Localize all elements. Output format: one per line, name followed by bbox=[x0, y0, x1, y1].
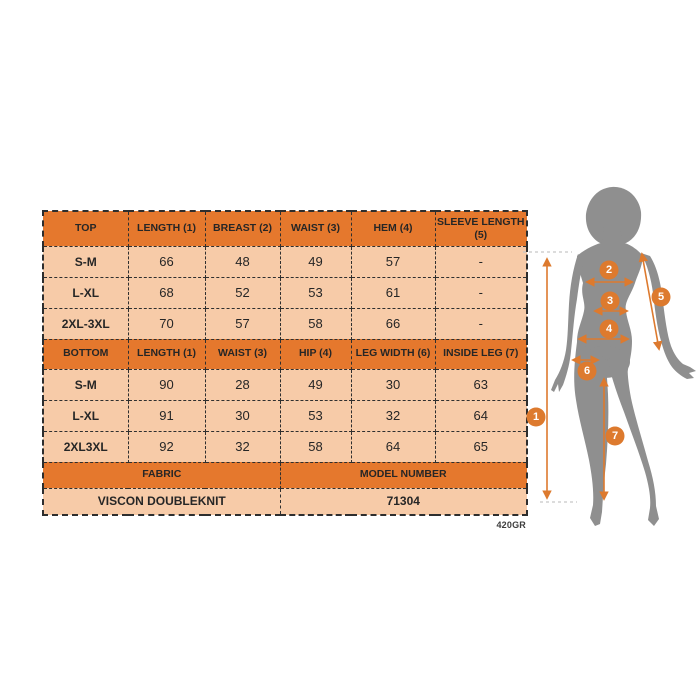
top-row-2xl3xl: 2XL-3XL 70 57 58 66 - bbox=[42, 307, 528, 340]
value-cell: 70 bbox=[127, 307, 206, 340]
value-cell: 90 bbox=[127, 368, 206, 401]
size-cell: L-XL bbox=[42, 276, 129, 309]
bottom-row-lxl: L-XL 91 30 53 32 64 bbox=[42, 399, 528, 432]
marker-label-1: 1 bbox=[533, 411, 539, 423]
value-cell: 91 bbox=[127, 399, 206, 432]
value-cell: 53 bbox=[279, 399, 352, 432]
marker-label-3: 3 bbox=[607, 295, 613, 307]
header-legwidth-6: LEG WIDTH (6) bbox=[350, 338, 436, 370]
size-cell: 2XL3XL bbox=[42, 430, 129, 463]
measurement-arrows bbox=[542, 252, 663, 501]
marker-label-7: 7 bbox=[612, 430, 618, 442]
fabric-value: VISCON DOUBLEKNIT bbox=[42, 487, 281, 516]
value-cell: 68 bbox=[127, 276, 206, 309]
header-insideleg-7: INSIDE LEG (7) bbox=[434, 338, 528, 370]
marker-label-5: 5 bbox=[658, 291, 664, 303]
size-figure-svg: 1 2 3 4 5 6 7 bbox=[523, 186, 696, 526]
value-cell: 30 bbox=[350, 368, 436, 401]
marker-label-2: 2 bbox=[606, 264, 612, 276]
female-figure-silhouette bbox=[551, 186, 696, 526]
value-cell: 92 bbox=[127, 430, 206, 463]
marker-circle-3 bbox=[600, 291, 620, 311]
value-cell: 57 bbox=[350, 245, 436, 278]
marker-circle-6 bbox=[577, 361, 597, 381]
header-length-1: LENGTH (1) bbox=[127, 338, 206, 370]
header-waist-3: WAIST (3) bbox=[279, 210, 352, 247]
model-number-value: 71304 bbox=[279, 487, 528, 516]
weight-footnote: 420GR bbox=[496, 520, 526, 530]
value-cell: 64 bbox=[350, 430, 436, 463]
value-cell: 64 bbox=[434, 399, 528, 432]
header-model-number: MODEL NUMBER bbox=[279, 461, 528, 489]
value-cell: 49 bbox=[279, 245, 352, 278]
header-waist-3: WAIST (3) bbox=[204, 338, 281, 370]
right-arm-shape bbox=[641, 253, 696, 379]
top-row-lxl: L-XL 68 52 53 61 - bbox=[42, 276, 528, 309]
value-cell: 57 bbox=[204, 307, 281, 340]
bottom-row-2xl3xl: 2XL3XL 92 32 58 64 65 bbox=[42, 430, 528, 463]
header-hem-4: HEM (4) bbox=[350, 210, 436, 247]
measurement-figure: 1 2 3 4 5 6 7 bbox=[520, 180, 700, 540]
hair-shape bbox=[585, 186, 642, 243]
left-arm-shape bbox=[551, 254, 584, 392]
marker-badges: 1 2 3 4 5 6 7 bbox=[526, 260, 671, 446]
marker-circle-5 bbox=[651, 287, 671, 307]
bottom-row-sm: S-M 90 28 49 30 63 bbox=[42, 368, 528, 401]
value-cell: - bbox=[434, 245, 528, 278]
size-cell: 2XL-3XL bbox=[42, 307, 129, 340]
info-header-row: FABRIC MODEL NUMBER bbox=[42, 461, 528, 489]
header-length-1: LENGTH (1) bbox=[127, 210, 206, 247]
marker-circle-7 bbox=[605, 426, 625, 446]
header-fabric: FABRIC bbox=[42, 461, 281, 489]
size-cell: L-XL bbox=[42, 399, 129, 432]
top-header-row: TOP LENGTH (1) BREAST (2) WAIST (3) HEM … bbox=[42, 210, 528, 247]
value-cell: 53 bbox=[279, 276, 352, 309]
value-cell: 66 bbox=[350, 307, 436, 340]
value-cell: 28 bbox=[204, 368, 281, 401]
info-value-row: VISCON DOUBLEKNIT 71304 bbox=[42, 487, 528, 516]
size-cell: S-M bbox=[42, 368, 129, 401]
value-cell: 58 bbox=[279, 430, 352, 463]
header-hip-4: HIP (4) bbox=[279, 338, 352, 370]
measure-arrow-sleeve-5 bbox=[638, 252, 663, 351]
header-sleeve-5: SLEEVE LENGTH (5) bbox=[434, 210, 528, 247]
right-leg-shape bbox=[607, 358, 659, 526]
value-cell: 30 bbox=[204, 399, 281, 432]
marker-label-6: 6 bbox=[584, 365, 590, 377]
bottom-header-row: BOTTOM LENGTH (1) WAIST (3) HIP (4) LEG … bbox=[42, 338, 528, 370]
value-cell: 65 bbox=[434, 430, 528, 463]
marker-label-4: 4 bbox=[606, 323, 613, 335]
value-cell: 52 bbox=[204, 276, 281, 309]
header-top: TOP bbox=[42, 210, 129, 247]
value-cell: 58 bbox=[279, 307, 352, 340]
value-cell: 63 bbox=[434, 368, 528, 401]
size-cell: S-M bbox=[42, 245, 129, 278]
value-cell: 66 bbox=[127, 245, 206, 278]
header-breast-2: BREAST (2) bbox=[204, 210, 281, 247]
value-cell: 49 bbox=[279, 368, 352, 401]
header-bottom: BOTTOM bbox=[42, 338, 129, 370]
marker-circle-1 bbox=[526, 407, 546, 427]
value-cell: - bbox=[434, 276, 528, 309]
value-cell: 61 bbox=[350, 276, 436, 309]
value-cell: - bbox=[434, 307, 528, 340]
guide-lines bbox=[523, 251, 577, 503]
value-cell: 32 bbox=[204, 430, 281, 463]
marker-circle-4 bbox=[599, 319, 619, 339]
top-row-sm: S-M 66 48 49 57 - bbox=[42, 245, 528, 278]
value-cell: 48 bbox=[204, 245, 281, 278]
marker-circle-2 bbox=[599, 260, 619, 280]
value-cell: 32 bbox=[350, 399, 436, 432]
size-table: TOP LENGTH (1) BREAST (2) WAIST (3) HEM … bbox=[42, 210, 528, 516]
